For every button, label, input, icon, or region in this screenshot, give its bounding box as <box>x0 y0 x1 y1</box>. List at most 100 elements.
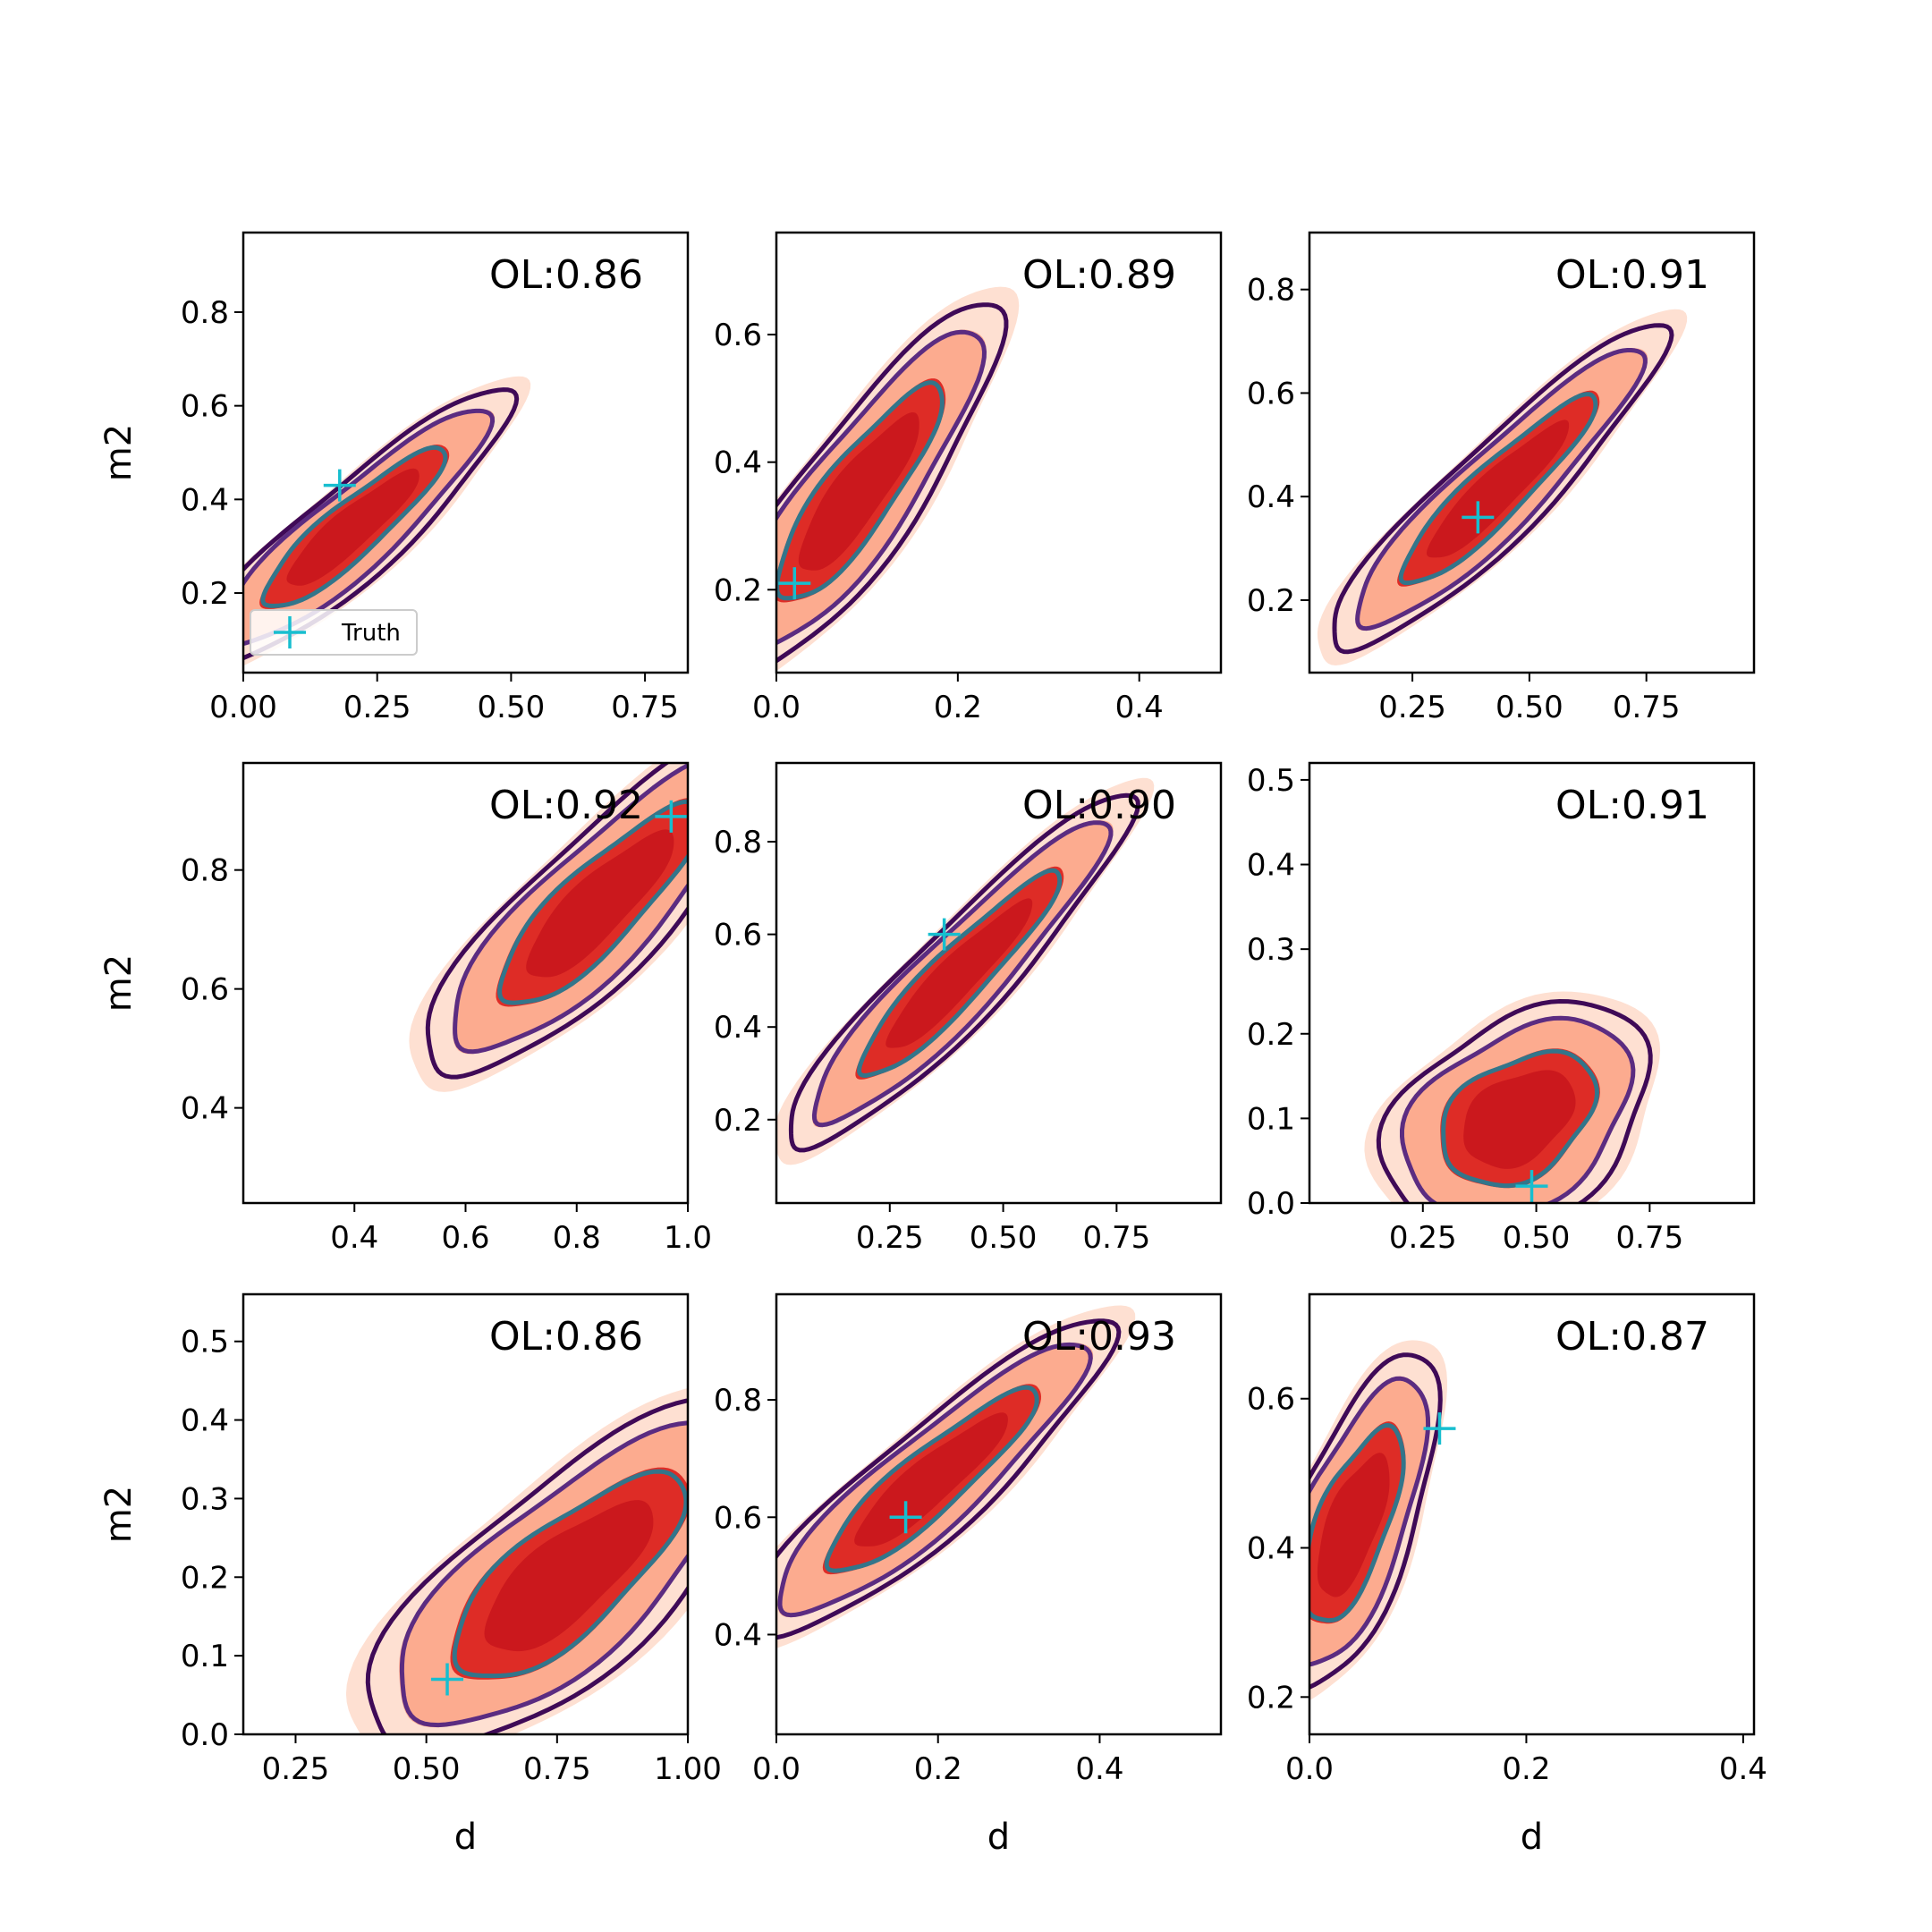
truth-marker <box>323 469 356 502</box>
x-tick-label: 0.50 <box>1503 1220 1571 1256</box>
x-tick-label: 0.4 <box>1719 1751 1767 1787</box>
y-tick-label: 0.0 <box>1247 1186 1295 1222</box>
axes-frame <box>242 1292 690 1736</box>
panel-3: 0.4 0.6 0.8 1.0 0.4 0.6 0.8 OL:0.92 m2 <box>98 761 712 1256</box>
truth-marker <box>431 1663 464 1696</box>
overlap-label: OL:0.86 <box>489 1314 643 1360</box>
x-tick-label: 0.75 <box>1083 1220 1151 1256</box>
axes-frame <box>775 231 1223 674</box>
plot-area <box>776 286 1020 672</box>
contour-inner <box>1398 392 1598 586</box>
x-axis-label: d <box>454 1817 477 1858</box>
overlap-label: OL:0.93 <box>1022 1314 1176 1360</box>
contour-mid <box>453 763 688 1055</box>
plot-area <box>409 763 688 1092</box>
y-tick-label: 0.2 <box>181 576 229 612</box>
y-tick-label: 0.4 <box>181 1403 229 1439</box>
x-tick-label: 0.25 <box>1389 1220 1457 1256</box>
y-tick-label: 0.2 <box>714 572 762 608</box>
contour-inner <box>857 868 1063 1078</box>
y-tick-label: 0.4 <box>1247 848 1295 884</box>
x-tick-label: 0.0 <box>752 1751 801 1787</box>
x-tick-label: 0.2 <box>1502 1751 1550 1787</box>
truth-marker <box>1462 501 1495 534</box>
density-fill-core <box>286 468 419 586</box>
y-tick-label: 0.3 <box>1247 932 1295 968</box>
density-fill-core <box>886 898 1033 1048</box>
overlap-label: OL:0.86 <box>489 252 643 298</box>
contour-inner <box>452 1469 688 1679</box>
y-tick-label: 0.5 <box>181 1325 229 1360</box>
y-tick-label: 0.1 <box>181 1639 229 1674</box>
truth-marker <box>1423 1412 1456 1445</box>
x-axis-label: d <box>987 1817 1010 1858</box>
x-tick-label: 0.75 <box>611 690 679 725</box>
y-tick-label: 0.2 <box>1247 583 1295 619</box>
contour-outer <box>425 763 688 1080</box>
y-tick-label: 0.6 <box>1247 376 1295 411</box>
axes-frame <box>1308 231 1756 674</box>
plot-area <box>345 1387 688 1734</box>
contour-inner <box>776 380 945 601</box>
plot-area <box>1309 1340 1447 1701</box>
x-tick-label: 0.50 <box>478 690 546 725</box>
y-axis-label: m2 <box>98 424 140 481</box>
y-tick-label: 0.4 <box>1247 1531 1295 1567</box>
overlap-label: OL:0.91 <box>1555 783 1709 828</box>
x-tick-label: 1.0 <box>664 1220 712 1256</box>
density-fill-core <box>1317 1453 1390 1597</box>
contour-mid <box>243 408 496 647</box>
density-fill-core <box>854 1412 1008 1546</box>
x-tick-label: 0.4 <box>1075 1751 1123 1787</box>
legend-label: Truth <box>341 620 401 647</box>
contour-outer <box>776 1318 1122 1640</box>
y-tick-label: 0.2 <box>1247 1017 1295 1053</box>
plot-area <box>776 777 1155 1165</box>
y-tick-label: 0.1 <box>1247 1101 1295 1137</box>
y-tick-label: 0.6 <box>181 389 229 425</box>
x-tick-label: 0.50 <box>970 1220 1038 1256</box>
y-tick-label: 0.2 <box>181 1560 229 1596</box>
y-tick-label: 0.0 <box>181 1717 229 1753</box>
contour-inner <box>260 445 448 608</box>
x-axis-label: d <box>1521 1817 1543 1858</box>
y-axis-label: m2 <box>98 1486 140 1543</box>
contour-outer <box>365 1398 688 1734</box>
contour-outer <box>243 387 520 661</box>
contour-outer <box>1332 323 1674 655</box>
y-tick-label: 0.8 <box>181 853 229 889</box>
x-tick-label: 0.0 <box>1285 1751 1334 1787</box>
panel-8: 0.0 0.2 0.4 0.2 0.4 0.6 OL:0.87 d <box>1247 1292 1767 1858</box>
x-tick-label: 0.25 <box>262 1751 330 1787</box>
contour-mid <box>399 1420 688 1728</box>
y-tick-label: 0.8 <box>714 825 762 860</box>
y-tick-label: 0.6 <box>1247 1382 1295 1418</box>
y-tick-label: 0.2 <box>1247 1680 1295 1716</box>
x-tick-label: 0.50 <box>1496 690 1563 725</box>
y-tick-label: 0.4 <box>714 1617 762 1653</box>
overlap-label: OL:0.90 <box>1022 783 1176 828</box>
plot-area <box>243 376 531 666</box>
contour-mid <box>1355 348 1648 631</box>
legend-box <box>250 609 418 656</box>
y-axis-label: m2 <box>98 954 140 1012</box>
x-tick-label: 0.75 <box>1616 1220 1684 1256</box>
x-tick-label: 0.2 <box>914 1751 962 1787</box>
x-tick-label: 0.25 <box>856 1220 924 1256</box>
x-tick-label: 0.8 <box>553 1220 601 1256</box>
y-tick-label: 0.6 <box>714 1500 762 1536</box>
y-tick-label: 0.8 <box>714 1383 762 1419</box>
contour-mid <box>777 1342 1093 1618</box>
y-tick-label: 0.3 <box>181 1481 229 1517</box>
y-tick-label: 0.6 <box>714 918 762 953</box>
axes-frame <box>1308 761 1756 1205</box>
x-tick-label: 0.25 <box>343 690 411 725</box>
y-tick-label: 0.4 <box>181 1091 229 1127</box>
contour-inner <box>1309 1423 1406 1623</box>
contour-outer <box>1376 999 1653 1203</box>
x-tick-label: 1.00 <box>654 1751 722 1787</box>
plot-area <box>1364 991 1661 1203</box>
legend: Truth <box>250 609 418 656</box>
panel-2: 0.25 0.50 0.75 0.2 0.4 0.6 0.8 OL:0.91 <box>1247 231 1756 725</box>
axes-frame <box>242 231 690 674</box>
